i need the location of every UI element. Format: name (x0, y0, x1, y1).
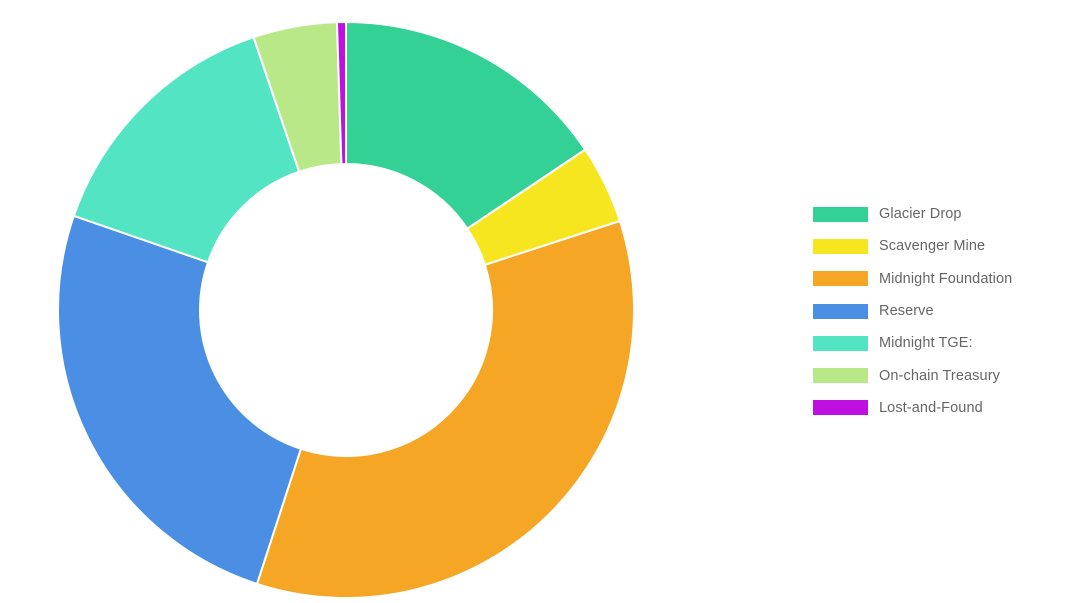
legend-label: Midnight TGE: (879, 335, 973, 352)
legend-item-midnight-tge[interactable]: Midnight TGE: (813, 327, 1053, 359)
donut-slices (57, 20, 635, 599)
chart-legend: Glacier Drop Scavenger Mine Midnight Found… (813, 198, 1053, 424)
legend-swatch (813, 238, 868, 254)
legend-item-on-chain-treasury[interactable]: On-chain Treasury (813, 359, 1053, 391)
slice-midnight-foundation[interactable] (255, 219, 635, 599)
legend-label: Reserve (879, 303, 934, 320)
slice-reserve[interactable] (57, 214, 303, 586)
legend-swatch (813, 271, 868, 287)
legend-label: Lost-and-Found (879, 399, 983, 416)
legend-swatch (813, 335, 868, 351)
slice-glacier-drop[interactable] (345, 20, 587, 231)
legend-item-reserve[interactable]: Reserve (813, 295, 1053, 327)
slice-midnight-tge[interactable] (72, 35, 301, 264)
legend-item-midnight-foundation[interactable]: Midnight Foundation (813, 263, 1053, 295)
legend-label: Midnight Foundation (879, 270, 1013, 287)
legend-item-glacier-drop[interactable]: Glacier Drop (813, 198, 1053, 230)
slice-lost-and-found[interactable] (335, 20, 347, 166)
legend-item-scavenger-mine[interactable]: Scavenger Mine (813, 230, 1053, 262)
legend-swatch (813, 400, 868, 416)
legend-label: Glacier Drop (879, 206, 962, 223)
legend-label: Scavenger Mine (879, 238, 986, 255)
legend-swatch (813, 303, 868, 319)
legend-swatch (813, 206, 868, 222)
legend-label: On-chain Treasury (879, 367, 1000, 384)
legend-swatch (813, 368, 868, 384)
legend-item-lost-and-found[interactable]: Lost-and-Found (813, 392, 1053, 424)
